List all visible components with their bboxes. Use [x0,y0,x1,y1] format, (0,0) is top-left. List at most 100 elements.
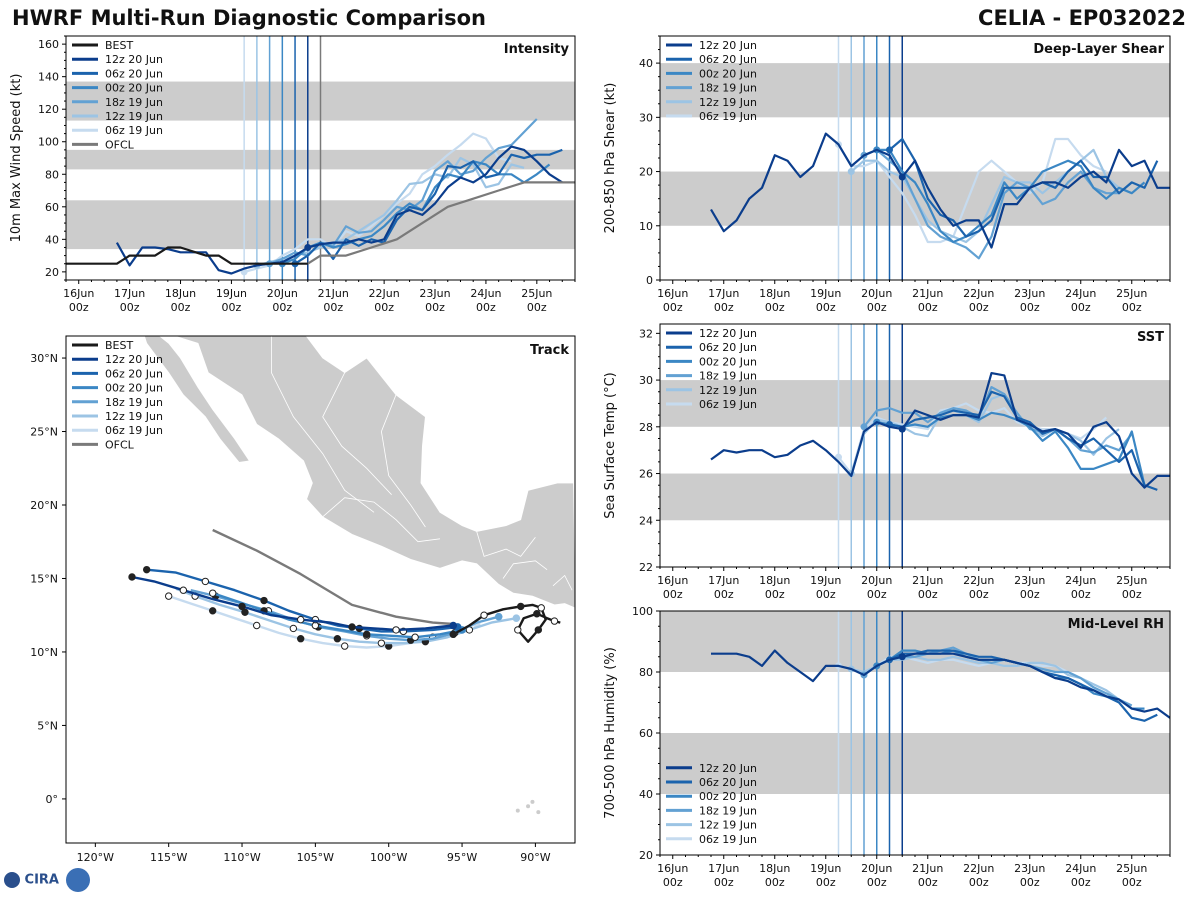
figure-title: HWRF Multi-Run Diagnostic Comparison [12,6,487,30]
shear-xtick-sublabel: 00z [663,301,683,314]
rh-series-line [711,649,1170,719]
intensity-legend-label: OFCL [105,138,135,151]
track-position-marker [377,639,386,647]
track-legend-label: OFCL [105,438,135,451]
intensity-ytick-label: 60 [45,201,59,214]
intensity-xtick-sublabel: 00z [425,301,445,314]
track-legend-label: 18z 19 Jun [105,396,163,409]
intensity-xtick-label: 18Jun [165,287,196,300]
intensity-legend-label: 12z 19 Jun [105,110,163,123]
rh-xtick-sublabel: 00z [1071,876,1091,889]
sst-band-0 [660,473,1170,521]
track-position-marker [411,633,419,641]
sst-ytick-label: 32 [639,327,653,340]
track-xtick-label: 110°W [223,851,260,864]
intensity-series-line [307,181,575,265]
shear-xtick-label: 16Jun [657,287,688,300]
sst-ytick-label: 30 [639,374,653,387]
track-xtick-label: 115°W [150,851,187,864]
track-legend-label: 12z 20 Jun [105,353,163,366]
rh-xtick-sublabel: 00z [1020,876,1040,889]
state-border [322,372,392,495]
track-position-marker [142,565,151,574]
intensity-xtick-sublabel: 00z [222,301,242,314]
track-ytick-label: 15°N [30,572,58,585]
shear-legend-label: 18z 19 Jun [699,82,757,95]
shear-xtick-label: 25Jun [1116,287,1147,300]
rh-band-1 [660,611,1170,672]
rh-panel: 2040608010016Jun00z17Jun00z18Jun00z19Jun… [603,605,1171,889]
sst-xtick-label: 22Jun [963,574,994,587]
track-init-marker [512,614,521,622]
sst-xtick-sublabel: 00z [816,588,836,601]
intensity-xtick-label: 23Jun [419,287,450,300]
intensity-ytick-label: 20 [45,266,59,279]
intensity-xtick-label: 21Jun [318,287,349,300]
track-init-marker [449,621,458,630]
sst-series-line [850,393,1120,474]
sst-xtick-label: 25Jun [1116,574,1147,587]
track-line [212,592,463,639]
shear-ytick-label: 40 [639,57,653,70]
intensity-legend-label: 06z 20 Jun [105,67,163,80]
track-ytick-label: 25°N [30,426,58,439]
rh-xtick-sublabel: 00z [663,876,683,889]
sst-title: SST [1137,330,1164,345]
sst-series-line [710,372,1170,489]
intensity-xtick-sublabel: 00z [374,301,394,314]
sst-xtick-label: 16Jun [657,574,688,587]
track-xtick-label: 90°W [520,851,550,864]
shear-xtick-sublabel: 00z [1071,301,1091,314]
shear-series-line [863,148,1133,260]
rh-xtick-label: 16Jun [657,862,688,875]
shear-xtick-label: 18Jun [759,287,790,300]
intensity-title: Intensity [504,42,570,57]
track-position-marker [341,642,349,650]
shear-xtick-sublabel: 00z [765,301,785,314]
intensity-ytick-label: 40 [45,233,59,246]
storm-id: CELIA - EP032022 [978,6,1186,30]
rh-xtick-label: 20Jun [861,862,892,875]
rh-legend-label: 12z 20 Jun [699,762,757,775]
sst-xtick-label: 17Jun [708,574,739,587]
shear-ytick-label: 0 [646,274,653,287]
shear-xtick-label: 21Jun [912,287,943,300]
track-position-marker [517,602,525,611]
track-position-marker [260,596,268,605]
shear-xtick-label: 19Jun [810,287,841,300]
shear-series-line [710,132,1170,249]
sst-xtick-sublabel: 00z [1071,588,1091,601]
shear-xtick-sublabel: 00z [918,301,938,314]
intensity-xtick-label: 17Jun [114,287,145,300]
track-xtick-label: 95°W [447,851,477,864]
shear-legend-label: 12z 20 Jun [699,39,757,52]
galapagos-island [536,810,541,815]
shear-panel: 01020304016Jun00z17Jun00z18Jun00z19Jun00… [603,35,1171,314]
rh-xtick-sublabel: 00z [816,876,836,889]
rh-legend-label: 06z 20 Jun [699,776,757,789]
shear-ytick-label: 10 [639,220,653,233]
track-position-marker [208,607,217,615]
intensity-legend-label: 18z 19 Jun [105,96,163,109]
sst-xtick-sublabel: 00z [714,588,734,601]
track-legend-label: 12z 19 Jun [105,410,163,423]
globe-icon [4,872,20,888]
rh-xtick-label: 24Jun [1065,862,1096,875]
sst-ytick-label: 22 [639,561,653,574]
sst-xtick-sublabel: 00z [1122,588,1142,601]
rh-xtick-label: 22Jun [963,862,994,875]
intensity-plot-area [66,36,575,280]
rh-xtick-sublabel: 00z [969,876,989,889]
galapagos-island [526,804,531,809]
rh-xtick-label: 18Jun [759,862,790,875]
galapagos-island [530,799,535,804]
rh-xtick-sublabel: 00z [867,876,887,889]
track-position-marker [164,592,173,600]
intensity-xtick-sublabel: 00z [69,301,89,314]
rh-init-marker [898,653,906,661]
track-panel: 120°W 115°W 110°W 105°W 100°W 95°W 90°W 0° 5°N 10… [30,335,576,864]
track-line [452,603,561,643]
rh-legend-label: 06z 19 Jun [699,833,757,846]
track-position-marker [533,610,541,618]
intensity-series-line [294,148,563,265]
